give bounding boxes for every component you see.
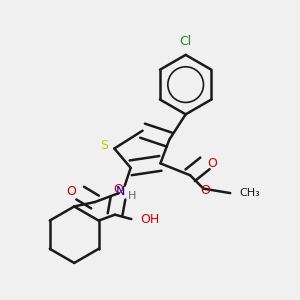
Text: S: S <box>100 139 108 152</box>
Text: O: O <box>208 157 218 170</box>
Text: H: H <box>128 191 136 201</box>
Text: O: O <box>200 184 210 196</box>
Text: O: O <box>113 183 123 196</box>
Text: O: O <box>66 185 76 198</box>
Text: OH: OH <box>140 213 160 226</box>
Text: N: N <box>116 185 125 198</box>
Text: CH₃: CH₃ <box>239 188 260 198</box>
Text: Cl: Cl <box>179 35 192 48</box>
